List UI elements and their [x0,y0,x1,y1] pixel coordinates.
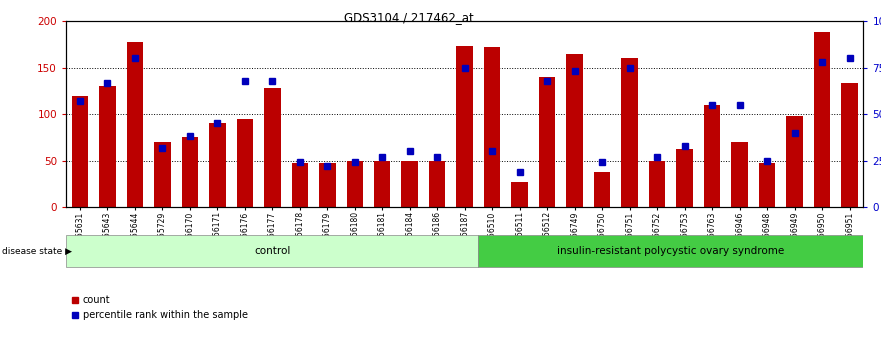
Bar [71,96,88,207]
FancyBboxPatch shape [66,235,478,267]
Bar [731,142,748,207]
Bar [209,124,226,207]
Bar [127,42,143,207]
Bar [704,105,721,207]
Bar [484,47,500,207]
Bar [621,58,638,207]
Bar [292,164,308,207]
Bar [814,32,831,207]
Bar [539,77,555,207]
Bar [787,116,803,207]
Bar [594,172,611,207]
Bar [512,182,528,207]
FancyBboxPatch shape [478,235,863,267]
Bar [759,164,775,207]
Bar [264,88,280,207]
Text: disease state ▶: disease state ▶ [2,247,71,256]
Bar [456,46,473,207]
Bar [236,119,253,207]
Bar [677,149,693,207]
Bar [429,161,446,207]
Bar [154,142,171,207]
Bar [181,137,198,207]
Bar [841,84,858,207]
Bar [99,86,115,207]
Bar [566,54,583,207]
Text: insulin-resistant polycystic ovary syndrome: insulin-resistant polycystic ovary syndr… [558,246,785,256]
Bar [402,161,418,207]
Bar [346,161,363,207]
Legend: count, percentile rank within the sample: count, percentile rank within the sample [71,295,248,320]
Text: control: control [254,246,291,256]
Bar [649,161,665,207]
Text: GDS3104 / 217462_at: GDS3104 / 217462_at [344,11,474,24]
Bar [374,161,390,207]
Bar [319,164,336,207]
